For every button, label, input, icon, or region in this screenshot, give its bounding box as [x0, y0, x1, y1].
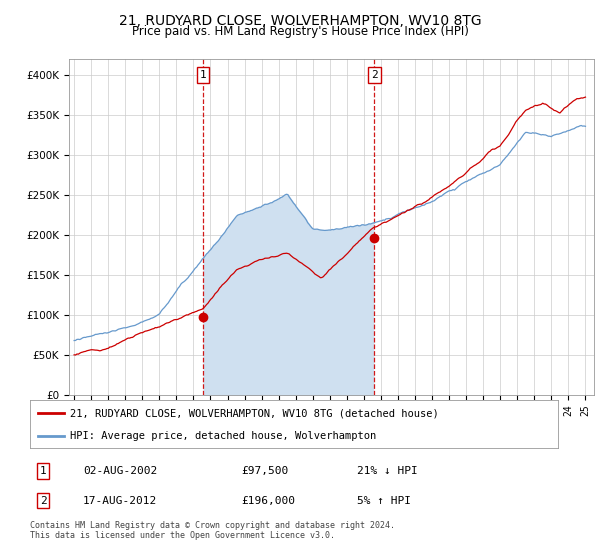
- Text: £97,500: £97,500: [241, 466, 289, 476]
- Text: 2: 2: [40, 496, 47, 506]
- Text: 1: 1: [200, 70, 206, 80]
- Text: £196,000: £196,000: [241, 496, 295, 506]
- Text: Price paid vs. HM Land Registry's House Price Index (HPI): Price paid vs. HM Land Registry's House …: [131, 25, 469, 38]
- Text: 21% ↓ HPI: 21% ↓ HPI: [358, 466, 418, 476]
- Text: 1: 1: [40, 466, 47, 476]
- Text: 2: 2: [371, 70, 378, 80]
- Text: Contains HM Land Registry data © Crown copyright and database right 2024.
This d: Contains HM Land Registry data © Crown c…: [30, 521, 395, 540]
- Text: 17-AUG-2012: 17-AUG-2012: [83, 496, 157, 506]
- Text: 21, RUDYARD CLOSE, WOLVERHAMPTON, WV10 8TG (detached house): 21, RUDYARD CLOSE, WOLVERHAMPTON, WV10 8…: [70, 408, 439, 418]
- Text: HPI: Average price, detached house, Wolverhampton: HPI: Average price, detached house, Wolv…: [70, 431, 376, 441]
- Text: 21, RUDYARD CLOSE, WOLVERHAMPTON, WV10 8TG: 21, RUDYARD CLOSE, WOLVERHAMPTON, WV10 8…: [119, 14, 481, 28]
- Text: 02-AUG-2002: 02-AUG-2002: [83, 466, 157, 476]
- Text: 5% ↑ HPI: 5% ↑ HPI: [358, 496, 412, 506]
